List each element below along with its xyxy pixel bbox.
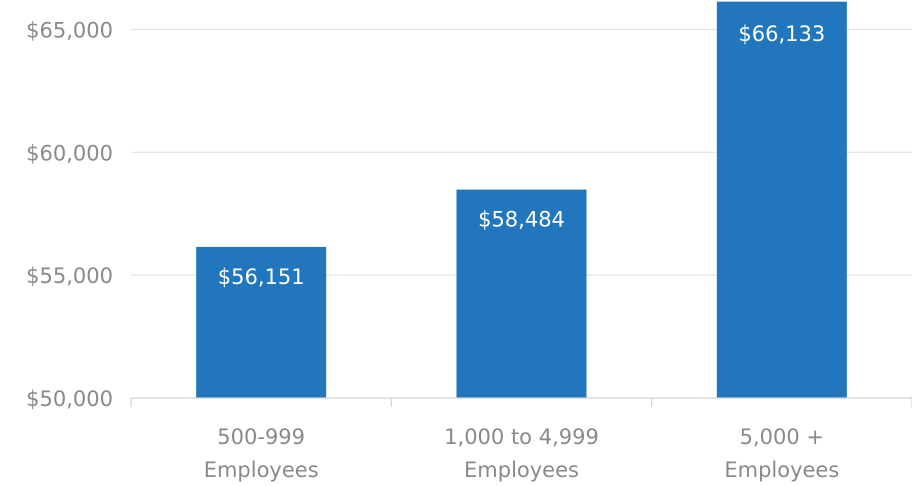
y-axis-tick-labels: $50,000 $55,000 $60,000 $65,000 bbox=[26, 18, 113, 411]
x-tick-label: Employees bbox=[464, 458, 579, 482]
bars bbox=[196, 1, 847, 398]
x-axis bbox=[130, 397, 912, 407]
y-tick-label: $55,000 bbox=[26, 264, 113, 288]
x-axis-tick-labels: 500-999 Employees 1,000 to 4,999 Employees 5… bbox=[204, 425, 840, 482]
data-label: $56,151 bbox=[218, 265, 305, 289]
x-tick-label: 500-999 bbox=[217, 425, 305, 449]
bar bbox=[716, 1, 847, 398]
y-tick-label: $50,000 bbox=[26, 387, 113, 411]
bar bbox=[196, 246, 327, 398]
data-label: $66,133 bbox=[738, 22, 825, 46]
data-label: $58,484 bbox=[478, 208, 565, 232]
y-tick-label: $60,000 bbox=[26, 141, 113, 165]
x-tick-label: Employees bbox=[724, 458, 839, 482]
y-tick-label: $65,000 bbox=[26, 18, 113, 42]
x-tick-label: 5,000 + bbox=[740, 425, 824, 449]
x-tick-label: 1,000 to 4,999 bbox=[444, 425, 599, 449]
x-tick-label: Employees bbox=[204, 458, 319, 482]
data-labels: $56,151 $58,484 $66,133 bbox=[218, 22, 826, 289]
bar bbox=[456, 189, 587, 398]
